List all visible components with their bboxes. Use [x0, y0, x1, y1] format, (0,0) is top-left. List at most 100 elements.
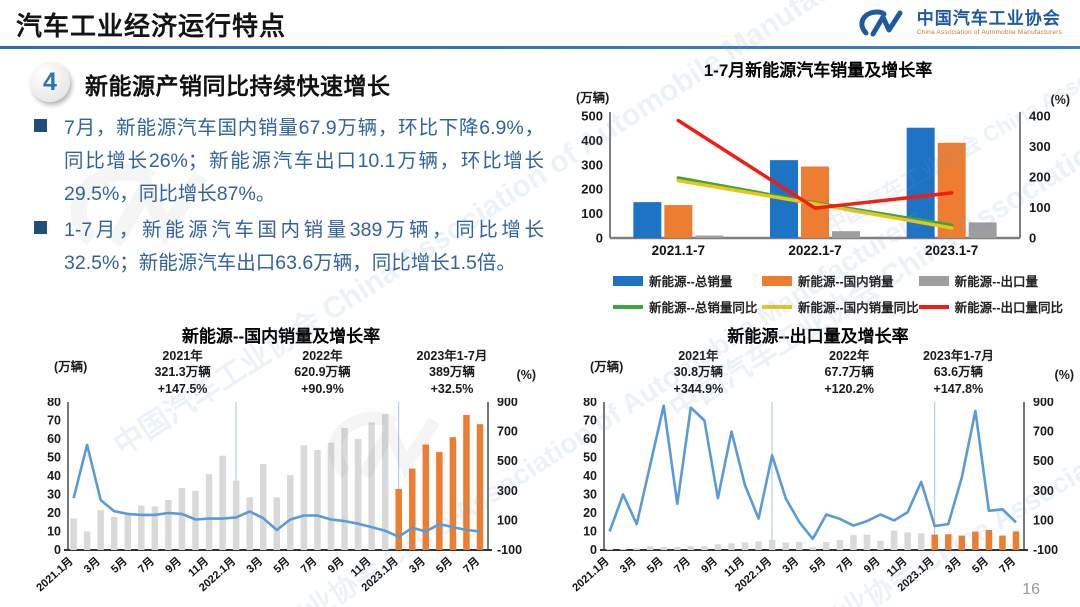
header-divider	[0, 46, 1080, 49]
svg-text:80: 80	[583, 398, 597, 409]
legend-item: 新能源--国内销量	[761, 271, 919, 290]
svg-text:3月: 3月	[244, 555, 265, 576]
svg-text:7月: 7月	[834, 555, 855, 576]
legend-item: 新能源--总销量同比	[613, 297, 762, 316]
svg-text:5月: 5月	[969, 555, 990, 576]
svg-text:0: 0	[54, 543, 61, 557]
svg-text:0: 0	[596, 231, 603, 246]
svg-text:2021.1-7: 2021.1-7	[652, 243, 705, 258]
svg-text:2021.1月: 2021.1月	[34, 555, 76, 595]
svg-text:9月: 9月	[325, 555, 346, 576]
svg-text:300: 300	[1033, 484, 1054, 498]
left-axis-unit: (万辆)	[54, 360, 88, 374]
bullet-square-icon	[34, 119, 47, 132]
svg-text:10: 10	[583, 525, 597, 539]
svg-text:5月: 5月	[108, 555, 129, 576]
page-number: 16	[1022, 581, 1040, 598]
svg-text:40: 40	[47, 469, 61, 483]
svg-text:500: 500	[497, 454, 518, 468]
caam-logo-cn: 中国汽车工业协会	[916, 9, 1061, 29]
section-heading: 新能源产销同比持续快速增长	[85, 73, 391, 99]
svg-text:40: 40	[583, 469, 597, 483]
svg-text:300: 300	[581, 157, 603, 172]
svg-text:400: 400	[1029, 109, 1051, 124]
period-annotation: 2023年1-7月 389万辆 +32.5%	[416, 349, 488, 396]
legend-label: 新能源--国内销量	[797, 275, 894, 289]
svg-text:2021.1月: 2021.1月	[570, 555, 612, 595]
period-annotation: 2021年 30.8万辆 +344.9%	[673, 349, 724, 396]
bullet-text: 1-7月，新能源汽车国内销量389万辆，同比增长32.5%；新能源汽车出口63.…	[64, 219, 544, 274]
svg-text:900: 900	[497, 398, 518, 409]
svg-text:30: 30	[583, 488, 597, 502]
left-axis-unit: (万辆)	[576, 91, 610, 105]
svg-text:9月: 9月	[163, 555, 184, 576]
svg-text:70: 70	[47, 414, 61, 428]
section-number-badge: 4	[30, 62, 70, 102]
svg-text:300: 300	[1029, 139, 1051, 154]
caam-logo-icon	[859, 9, 903, 37]
svg-text:400: 400	[581, 133, 603, 148]
legend-label: 新能源--总销量同比	[649, 301, 758, 315]
legend-label: 新能源--出口量同比	[954, 301, 1063, 315]
chart-title: 1-7月新能源汽车销量及增长率	[703, 61, 933, 80]
svg-text:70: 70	[583, 414, 597, 428]
svg-text:700: 700	[1033, 425, 1054, 439]
page-title: 汽车工业经济运行特点	[16, 11, 287, 41]
svg-text:3月: 3月	[81, 555, 102, 576]
svg-text:3月: 3月	[780, 555, 801, 576]
svg-text:-100: -100	[497, 543, 522, 557]
right-axis-unit: (%)	[1050, 93, 1070, 107]
svg-text:2023.1-7: 2023.1-7	[925, 243, 978, 258]
svg-text:200: 200	[581, 182, 603, 197]
svg-text:3月: 3月	[406, 555, 427, 576]
svg-text:900: 900	[1033, 398, 1054, 409]
annotation-layer: 2021年 321.3万辆 +147.5% 2022年 620.9万辆 +90.9% 202…	[22, 348, 540, 402]
chart-title: 新能源--出口量及增长率	[727, 327, 909, 346]
svg-text:2022.1-7: 2022.1-7	[788, 243, 841, 258]
period-annotation: 2021年 321.3万辆 +147.5%	[154, 349, 211, 396]
period-annotation: 2022年 67.7万辆 +120.2%	[824, 349, 875, 396]
legend-item: 新能源--出口量同比	[918, 297, 1063, 316]
svg-text:100: 100	[497, 513, 518, 527]
svg-text:300: 300	[497, 484, 518, 498]
svg-text:9月: 9月	[861, 555, 882, 576]
svg-text:7月: 7月	[997, 555, 1018, 576]
legend-swatch-icon	[761, 275, 792, 286]
legend-swatch-icon	[761, 304, 792, 309]
left-axis-unit: (万辆)	[590, 360, 624, 374]
svg-text:7月: 7月	[298, 555, 319, 576]
bullet-item: 7月，新能源汽车国内销量67.9万辆，环比下降6.9%，同比增长26%；新能源汽…	[34, 112, 544, 210]
period-annotation: 2022年 620.9万辆 +90.9%	[294, 349, 351, 396]
svg-text:9月: 9月	[699, 555, 720, 576]
svg-text:7月: 7月	[461, 555, 482, 576]
svg-text:100: 100	[1029, 200, 1051, 215]
bullet-text: 7月，新能源汽车国内销量67.9万辆，环比下降6.9%，同比增长26%；新能源汽…	[64, 117, 544, 205]
legend-swatch-icon	[613, 275, 643, 286]
nev-sales-growth-chart: 1-7月新能源汽车销量及增长率 (万辆) (%) 0 100 200 300 400 50…	[558, 56, 1078, 318]
grouped-bar-line-plot: 0 100 200 300 400 500 0 100 200 300 400 2021.1-7 202…	[581, 109, 1051, 259]
caam-logo: 中国汽车工业协会 China Association of Automobile…	[856, 5, 1062, 41]
svg-text:50: 50	[47, 451, 61, 465]
svg-text:30: 30	[47, 488, 61, 502]
legend-item: 新能源--国内销量同比	[761, 297, 919, 316]
svg-text:100: 100	[1033, 513, 1054, 527]
legend-label: 新能源--国内销量同比	[797, 301, 919, 315]
chart-title: 新能源--国内销量及增长率	[181, 327, 381, 346]
domestic-sales-monthly-chart: 新能源--国内销量及增长率 (万辆) (%) 2021年 321.3万辆 +147.…	[22, 322, 540, 605]
legend-swatch-icon	[918, 275, 949, 286]
svg-text:0: 0	[590, 543, 597, 557]
svg-text:7月: 7月	[671, 555, 692, 576]
caam-logo-text: 中国汽车工业协会 China Association of Automobile…	[916, 9, 1062, 35]
svg-text:500: 500	[1033, 454, 1054, 468]
svg-text:5月: 5月	[807, 555, 828, 576]
svg-text:5月: 5月	[433, 555, 454, 576]
svg-text:80: 80	[47, 398, 61, 409]
svg-text:60: 60	[583, 432, 597, 446]
right-axis-unit: (%)	[516, 368, 536, 382]
legend-item: 新能源--出口量	[918, 271, 1063, 290]
legend-swatch-icon	[918, 304, 949, 309]
svg-text:20: 20	[47, 506, 61, 520]
svg-text:7月: 7月	[135, 555, 156, 576]
